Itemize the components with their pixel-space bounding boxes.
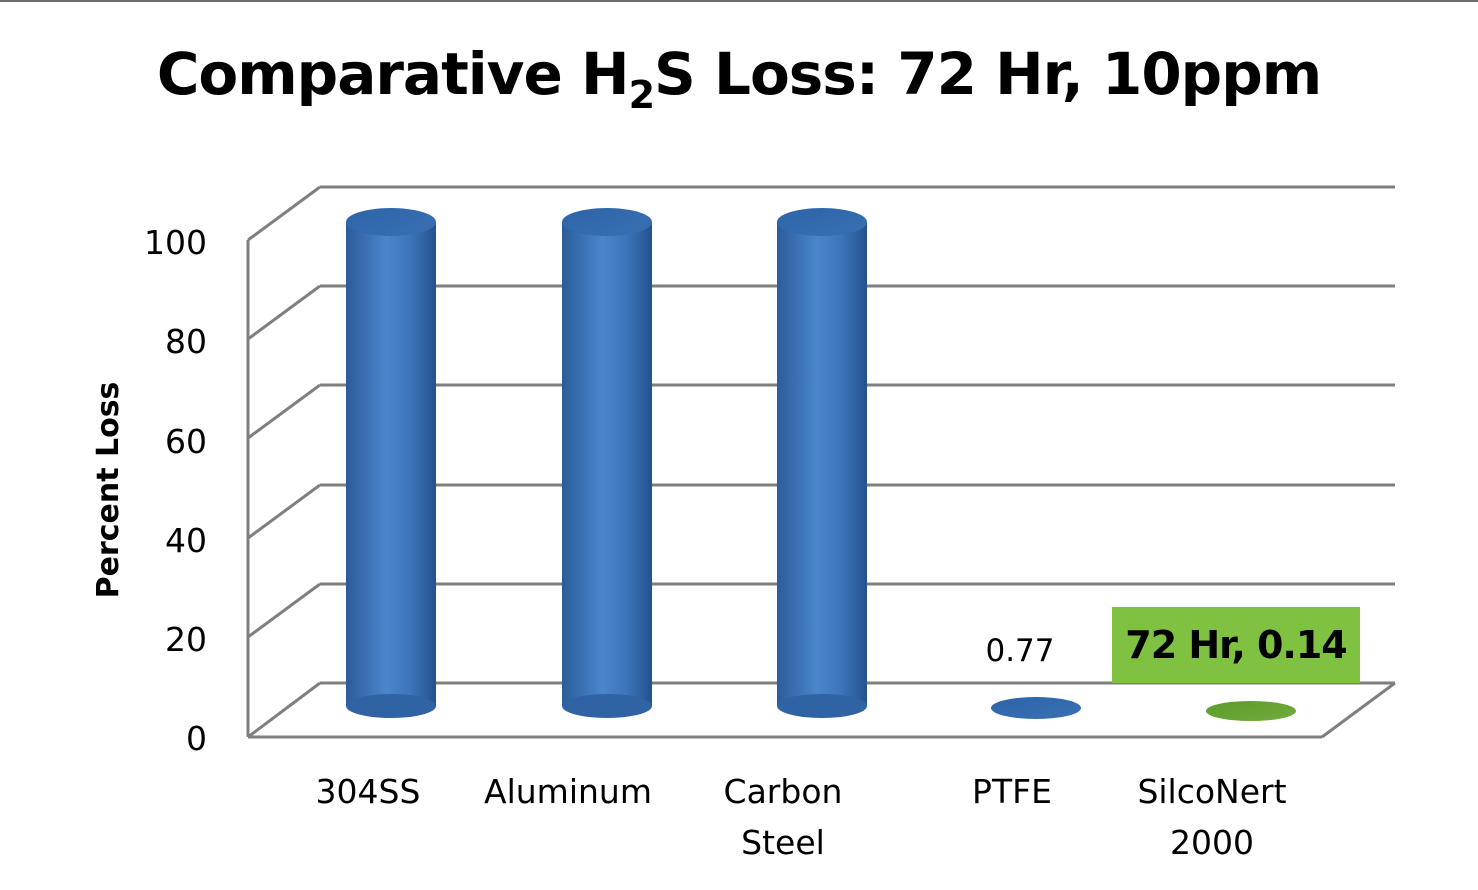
xtick-carbon: Carbon [724, 772, 843, 811]
bar-carbon-steel [777, 208, 867, 718]
bar-aluminum [562, 208, 652, 718]
y-axis-ticks: 0 20 40 60 80 100 [144, 223, 207, 758]
x-axis-ticks: 304SS Aluminum Carbon Steel PTFE SilcoNe… [316, 772, 1287, 862]
ytick-0: 0 [186, 719, 207, 758]
xtick-304ss: 304SS [316, 772, 421, 811]
bar-304ss [346, 208, 436, 718]
chart-title: Comparative H2S Loss: 72 Hr, 10ppm [0, 40, 1478, 114]
ytick-40: 40 [165, 521, 207, 560]
ytick-60: 60 [165, 422, 207, 461]
title-subscript: 2 [628, 73, 655, 117]
xtick-steel: Steel [741, 823, 825, 862]
top-border [0, 0, 1478, 2]
xtick-silconert: SilcoNert [1137, 772, 1286, 811]
data-label-silconert-callout: 72 Hr, 0.14 [1112, 607, 1360, 683]
xtick-ptfe: PTFE [972, 772, 1052, 811]
y-axis-label: Percent Loss [91, 382, 126, 599]
xtick-2000: 2000 [1170, 823, 1254, 862]
title-prefix: Comparative H [156, 40, 630, 108]
data-label-ptfe: 0.77 [985, 633, 1054, 669]
ytick-80: 80 [165, 322, 207, 361]
title-suffix: S Loss: 72 Hr, 10ppm [654, 40, 1322, 108]
ytick-20: 20 [165, 620, 207, 659]
xtick-aluminum: Aluminum [484, 772, 652, 811]
bar-silconert-2000 [1206, 701, 1296, 721]
bar-ptfe [991, 697, 1081, 719]
ytick-100: 100 [144, 223, 207, 262]
